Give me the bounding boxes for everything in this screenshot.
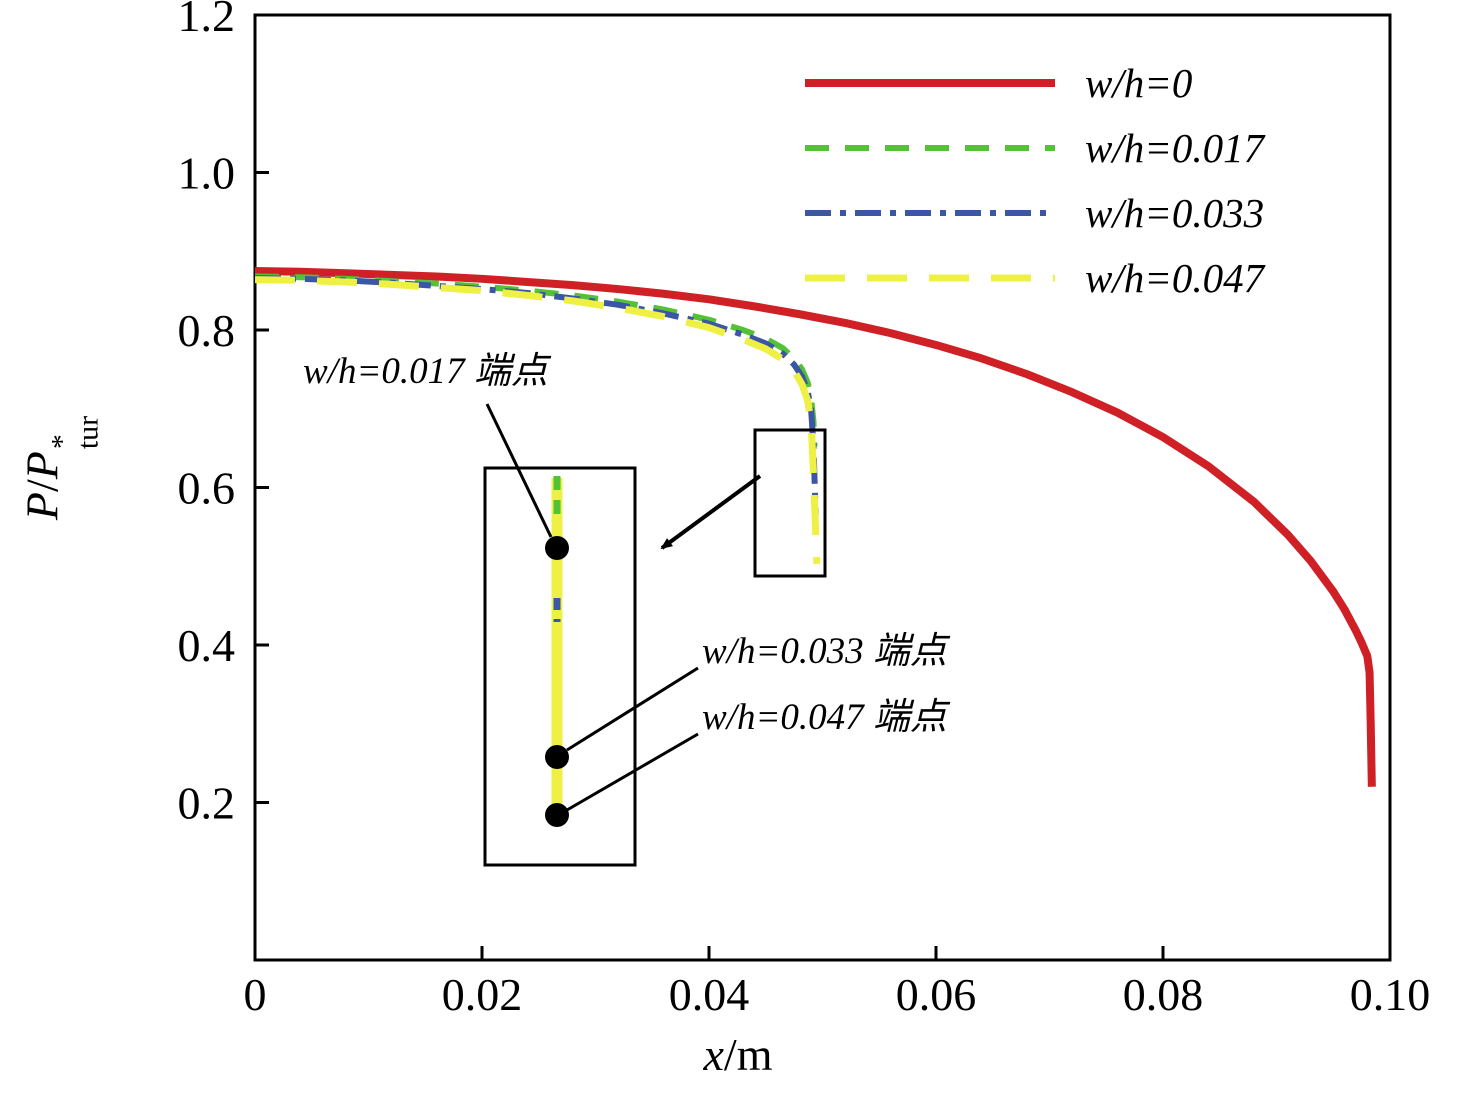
legend-line-sample: [805, 210, 1055, 216]
series-group: [254, 266, 1376, 787]
y-tick-label: 0.2: [178, 778, 236, 829]
y-tick-label: 0.6: [178, 463, 236, 514]
annotation-endpoint-0033: w/h=0.033 端点: [702, 631, 947, 672]
annotation-endpoint-0017: w/h=0.017 端点: [303, 351, 548, 392]
axes-group: 0 0.02 0.04 0.06 0.08 0.10 0.2 0.4 0.6 0.8 1.0 1.2: [178, 0, 1431, 1020]
zoom-arrow: [660, 474, 762, 550]
legend-item: w/h=0.047: [805, 253, 1264, 303]
y-axis-title-p2: P: [16, 451, 68, 480]
y-axis-title-slash: /: [16, 479, 68, 493]
y-axis-title: P/P * tur: [16, 415, 105, 521]
y-tick-label: 0.8: [178, 305, 236, 356]
legend: w/h=0 w/h=0.017 w/h=0.033 w/h=0.047: [805, 58, 1264, 303]
legend-label: w/h=0: [1085, 59, 1193, 106]
x-axis-title: x/m: [0, 1028, 1476, 1081]
endpoint-dot-2: [545, 803, 569, 827]
y-tick-label: 1.2: [178, 0, 236, 41]
legend-label: w/h=0.017: [1085, 124, 1265, 171]
leader-endpoint-0047: [566, 732, 699, 812]
series-line-0: [254, 266, 1376, 787]
endpoint-dot-1: [545, 745, 569, 769]
x-tick-label: 0.04: [669, 969, 750, 1020]
y-axis-title-p1: P: [16, 492, 68, 521]
x-tick-label: 0.02: [442, 969, 523, 1020]
legend-line-sample: [805, 79, 1055, 87]
y-axis-title-sub: tur: [71, 415, 104, 450]
x-tick-label: 0.06: [896, 969, 977, 1020]
legend-item: w/h=0.033: [805, 188, 1264, 238]
y-tick-label: 0.4: [178, 620, 236, 671]
leader-endpoint-0017: [485, 403, 553, 538]
x-axis-title-unit: /m: [723, 1029, 773, 1080]
annotation-endpoint-0047: w/h=0.047 端点: [702, 697, 947, 738]
endpoint-dot-0: [545, 536, 569, 560]
legend-item: w/h=0.017: [805, 123, 1264, 173]
legend-label: w/h=0.047: [1085, 254, 1265, 301]
x-tick-label: 0.10: [1350, 969, 1431, 1020]
legend-item: w/h=0: [805, 58, 1264, 108]
x-tick-label: 0: [244, 969, 267, 1020]
legend-line-sample: [805, 145, 1055, 151]
leader-endpoint-0033: [566, 666, 699, 752]
legend-label: w/h=0.033: [1085, 189, 1265, 236]
legend-line-sample: [805, 274, 1055, 282]
x-axis-title-symbol: x: [703, 1029, 724, 1080]
series-line-3: [254, 276, 821, 565]
y-tick-label: 1.0: [178, 148, 236, 199]
x-tick-label: 0.08: [1123, 969, 1204, 1020]
zoom-region-box: [753, 428, 827, 578]
inset-group: [483, 403, 827, 867]
